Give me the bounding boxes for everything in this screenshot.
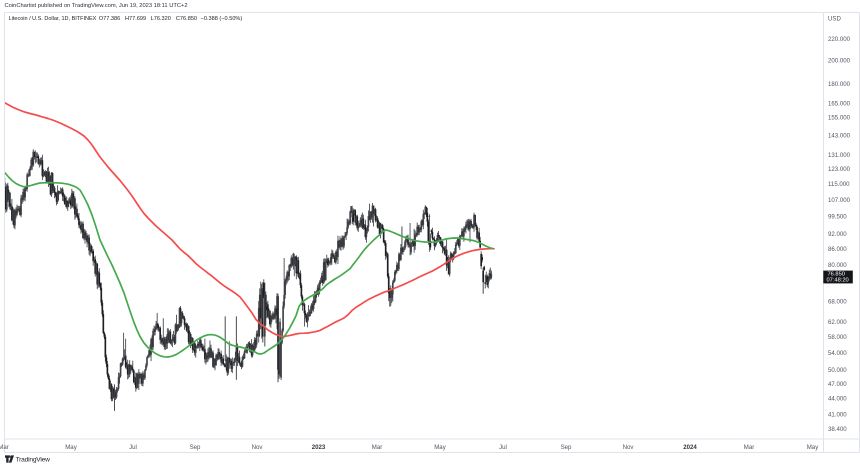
svg-text:Mar: Mar [744, 444, 755, 451]
svg-text:41.000: 41.000 [828, 411, 847, 418]
svg-text:62.000: 62.000 [828, 319, 847, 326]
svg-text:50.000: 50.000 [828, 367, 847, 374]
svg-text:USD: USD [828, 15, 841, 22]
svg-text:May: May [807, 444, 819, 451]
svg-text:May: May [434, 444, 446, 451]
svg-text:86.000: 86.000 [828, 246, 847, 253]
svg-text:54.000: 54.000 [828, 350, 847, 357]
svg-text:Mar: Mar [0, 444, 9, 451]
svg-text:200.000: 200.000 [828, 57, 851, 64]
svg-text:07:48:20: 07:48:20 [827, 278, 849, 284]
svg-text:47.000: 47.000 [828, 381, 847, 388]
svg-text:107.000: 107.000 [828, 197, 851, 204]
svg-text:76.850: 76.850 [828, 272, 845, 278]
svg-text:Nov: Nov [252, 444, 264, 451]
svg-text:TradingView: TradingView [16, 457, 51, 464]
svg-text:Jul: Jul [129, 444, 137, 451]
svg-text:Sep: Sep [561, 444, 572, 451]
svg-text:180.000: 180.000 [828, 81, 851, 88]
svg-text:155.000: 155.000 [828, 114, 851, 121]
svg-text:99.500: 99.500 [828, 213, 847, 220]
svg-text:Mar: Mar [372, 444, 383, 451]
svg-text:92.000: 92.000 [828, 231, 847, 238]
svg-text:143.000: 143.000 [828, 132, 851, 139]
svg-text:2024: 2024 [683, 444, 697, 451]
svg-text:80.000: 80.000 [828, 262, 847, 269]
svg-text:2023: 2023 [312, 444, 326, 451]
svg-text:58.000: 58.000 [828, 334, 847, 341]
svg-text:Jul: Jul [499, 444, 507, 451]
svg-text:115.000: 115.000 [828, 181, 850, 188]
svg-text:Sep: Sep [190, 444, 201, 451]
svg-text:220.000: 220.000 [828, 36, 851, 43]
svg-text:44.000: 44.000 [828, 396, 847, 403]
svg-text:123.000: 123.000 [828, 166, 851, 173]
svg-text:May: May [65, 444, 77, 451]
svg-text:Nov: Nov [623, 444, 635, 451]
svg-text:68.000: 68.000 [828, 298, 847, 305]
svg-text:165.000: 165.000 [828, 100, 851, 107]
svg-text:131.000: 131.000 [828, 152, 851, 159]
svg-text:38.400: 38.400 [828, 426, 847, 433]
